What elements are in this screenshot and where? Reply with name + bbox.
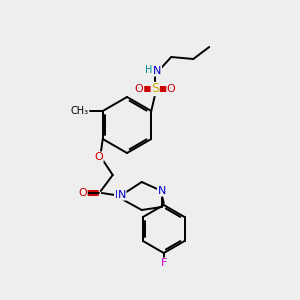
Text: N: N bbox=[118, 190, 126, 200]
Text: N: N bbox=[115, 190, 123, 200]
Text: CH₃: CH₃ bbox=[71, 106, 89, 116]
Text: F: F bbox=[160, 258, 167, 268]
Text: O: O bbox=[135, 84, 144, 94]
Text: N: N bbox=[158, 186, 166, 196]
Text: H: H bbox=[145, 65, 152, 75]
Text: O: O bbox=[167, 84, 176, 94]
Text: O: O bbox=[78, 188, 87, 198]
Text: N: N bbox=[153, 66, 161, 76]
Text: S: S bbox=[151, 82, 159, 95]
Text: O: O bbox=[94, 152, 103, 162]
